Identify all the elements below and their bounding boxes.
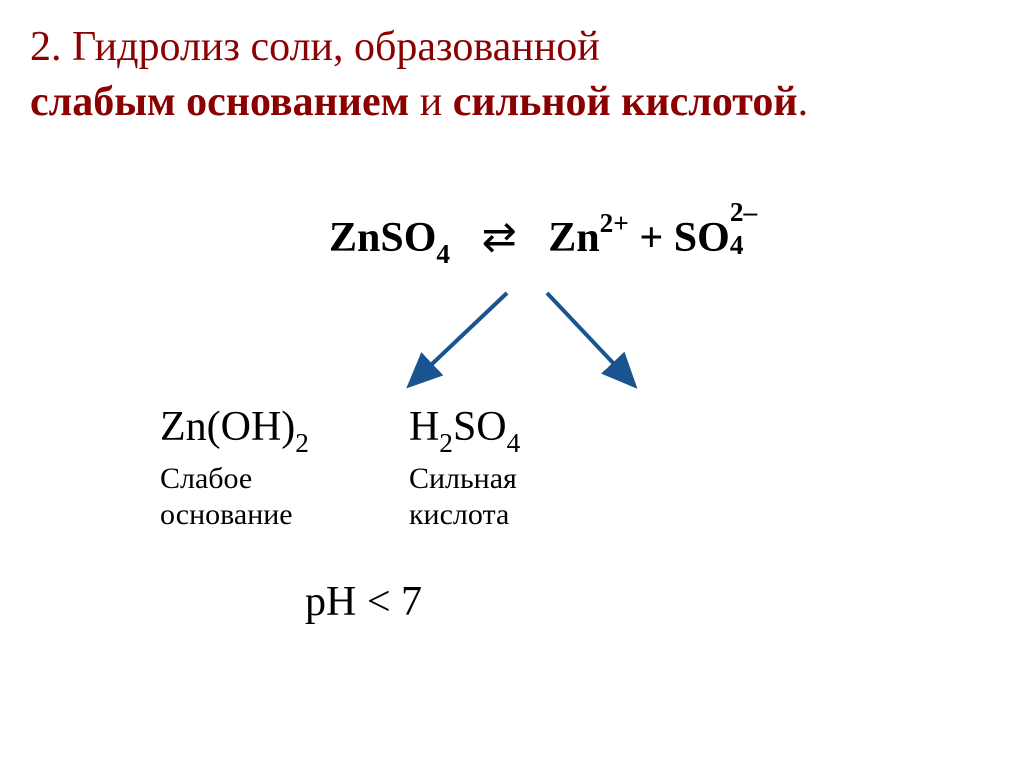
products-row: Zn(OH)2 Слабое основание H2SO4 Сильная к… — [160, 403, 994, 533]
product2-sub: 4 — [730, 230, 744, 261]
product2-sup: 2– — [730, 197, 757, 228]
acid-label: Сильная кислота — [409, 461, 520, 533]
acid-product: H2SO4 Сильная кислота — [409, 403, 520, 533]
reactant-formula: ZnSO — [329, 215, 436, 261]
title-heading: 2. Гидролиз соли, образованной слабым ос… — [30, 20, 994, 129]
title-end: . — [798, 79, 809, 125]
arrow-left — [412, 293, 507, 383]
reactant-sub: 4 — [436, 239, 450, 269]
equilibrium-arrow: ⇄ — [482, 213, 517, 260]
arrow-right — [547, 293, 632, 383]
acid-label-l2: кислота — [409, 498, 509, 531]
base-label-l1: Слабое — [160, 462, 252, 495]
base-f1: Zn(OH) — [160, 404, 295, 450]
base-product: Zn(OH)2 Слабое основание — [160, 403, 309, 533]
title-part2: и — [409, 79, 442, 125]
title-part1: 2. Гидролиз соли, образованной — [30, 24, 600, 70]
base-formula: Zn(OH)2 — [160, 403, 309, 456]
plus-sign: + — [629, 215, 674, 261]
acid-f1: H — [409, 404, 439, 450]
product2-subsup: 42– — [730, 209, 755, 251]
acid-formula: H2SO4 — [409, 403, 520, 456]
base-f1-sub: 2 — [295, 428, 309, 458]
title-bold2: сильной кислотой — [442, 79, 797, 125]
product1: Zn — [548, 215, 599, 261]
acid-label-l1: Сильная — [409, 462, 517, 495]
acid-f1-sub: 2 — [439, 428, 453, 458]
acid-f2-sub: 4 — [507, 428, 521, 458]
arrows-svg — [322, 283, 822, 403]
dissociation-equation: ZnSO4 ⇄ Zn2+ + SO42– — [90, 209, 994, 267]
ph-value: pH < 7 — [305, 578, 994, 626]
title-bold1: слабым основанием — [30, 79, 409, 125]
product2: SO — [674, 215, 730, 261]
equation-area: ZnSO4 ⇄ Zn2+ + SO42– Zn(OH)2 Слабое осно… — [30, 209, 994, 626]
acid-f2: SO — [453, 404, 507, 450]
base-label: Слабое основание — [160, 461, 309, 533]
product1-sup: 2+ — [600, 208, 629, 238]
arrows-container — [150, 283, 994, 403]
base-label-l2: основание — [160, 498, 293, 531]
